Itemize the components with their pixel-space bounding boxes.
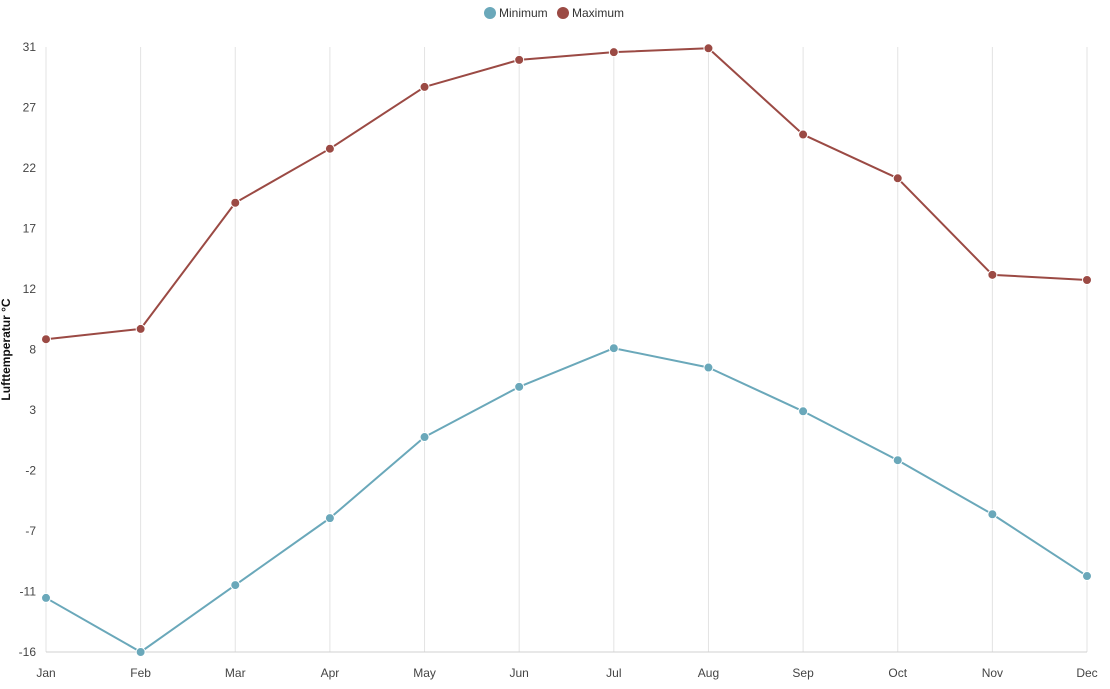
data-point-minimum-apr[interactable] (324, 513, 335, 524)
data-point-maximum-jan[interactable] (41, 334, 51, 345)
data-point-minimum-dec[interactable] (1082, 571, 1092, 582)
legend-item-minimum[interactable]: Minimum (484, 6, 548, 20)
data-point-minimum-mar[interactable] (230, 580, 241, 591)
legend-label: Maximum (572, 6, 624, 20)
legend-marker (484, 7, 496, 19)
y-tick-label: 8 (29, 343, 36, 357)
series-line-maximum (45, 47, 1088, 341)
data-point-maximum-jun[interactable] (514, 54, 525, 65)
legend-marker (557, 7, 569, 19)
y-tick-label: 12 (23, 282, 37, 296)
y-tick-label: -7 (25, 524, 36, 538)
data-point-maximum-sep[interactable] (798, 129, 809, 140)
data-point-maximum-may[interactable] (419, 81, 430, 92)
y-tick-label: -11 (20, 585, 37, 599)
data-point-minimum-may[interactable] (419, 432, 430, 443)
y-tick-label: 27 (23, 101, 37, 115)
data-point-maximum-mar[interactable] (230, 197, 241, 208)
x-tick-label: Mar (225, 666, 246, 680)
x-tick-label: Feb (130, 666, 151, 680)
x-tick-label: Jun (510, 666, 529, 680)
data-point-minimum-jun[interactable] (514, 381, 525, 392)
data-point-maximum-aug[interactable] (703, 43, 714, 54)
data-point-minimum-oct[interactable] (892, 455, 903, 466)
x-tick-label: Apr (321, 666, 340, 680)
y-tick-label: 17 (23, 222, 37, 236)
y-tick-label: 31 (23, 40, 37, 54)
data-point-minimum-nov[interactable] (987, 509, 998, 520)
y-tick-label: 22 (23, 161, 37, 175)
data-point-minimum-sep[interactable] (798, 406, 809, 417)
legend: Minimum Maximum (484, 6, 624, 20)
x-tick-label: Nov (982, 666, 1003, 680)
x-tick-label: Sep (792, 666, 814, 680)
data-point-maximum-oct[interactable] (892, 173, 903, 184)
data-point-maximum-jul[interactable] (608, 47, 619, 58)
y-tick-label: 3 (29, 403, 36, 417)
grid (45, 47, 1088, 652)
x-tick-label: Dec (1076, 666, 1097, 680)
x-tick-label: Jan (36, 666, 55, 680)
data-point-minimum-aug[interactable] (703, 362, 714, 373)
y-axis-title: Lufttemperatur °C (0, 298, 13, 400)
axes: Jan Feb Mar Apr May Jun Jul Aug Sep Oct Nov Dec 31 27… (0, 40, 1098, 680)
data-point-maximum-dec[interactable] (1082, 274, 1092, 285)
x-tick-label: Oct (888, 666, 907, 680)
data-point-maximum-nov[interactable] (987, 269, 998, 280)
x-tick-label: Jul (606, 666, 621, 680)
data-point-maximum-apr[interactable] (324, 143, 335, 154)
data-point-maximum-feb[interactable] (135, 323, 146, 334)
x-tick-label: May (413, 666, 436, 680)
series (41, 43, 1092, 657)
data-point-minimum-jul[interactable] (608, 343, 619, 354)
legend-label: Minimum (499, 6, 548, 20)
y-tick-label: -2 (25, 464, 36, 478)
series-line-minimum (45, 347, 1088, 653)
y-tick-label: -16 (19, 645, 37, 659)
data-point-minimum-feb[interactable] (135, 647, 146, 657)
legend-item-maximum[interactable]: Maximum (557, 6, 624, 20)
x-tick-label: Aug (698, 666, 719, 680)
data-point-minimum-jan[interactable] (41, 592, 51, 603)
